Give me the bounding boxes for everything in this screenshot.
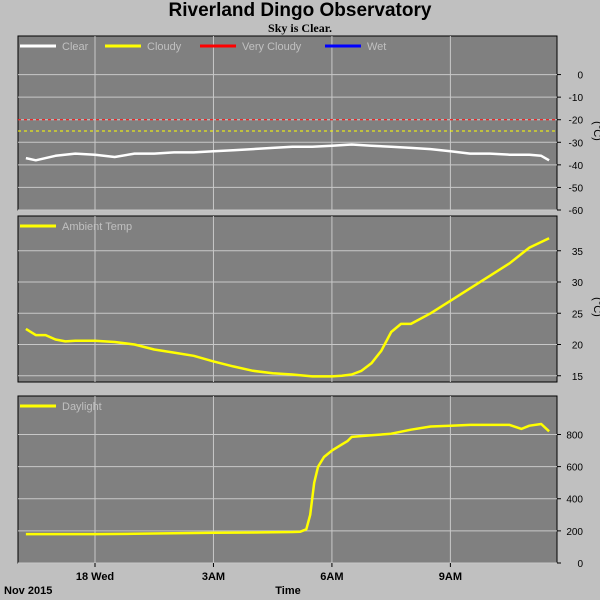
y-tick-label: 30 [572,278,584,289]
legend-label: Very Cloudy [242,41,302,53]
legend-label: Daylight [62,401,102,413]
y-tick-label: 25 [572,309,584,320]
y-tick-label: 0 [577,71,583,82]
x-tick-label: 18 Wed [76,571,114,583]
plot-area [17,35,558,211]
x-date-label: Nov 2015 [4,585,52,597]
series-line [25,143,550,162]
legend-label: Cloudy [147,41,182,53]
y-tick-label: 400 [566,495,583,506]
x-tick-label: 6AM [320,571,343,583]
y-tick-label: -20 [569,116,584,127]
y-tick-label: 35 [572,247,584,258]
y-tick-label: 20 [572,341,584,352]
y-tick-label: 600 [566,463,583,474]
y-tick-label: 0 [577,559,583,570]
plot-area [17,395,558,564]
series-line [25,422,550,536]
sky-temperature-panel: 0 -10 -20 -30 -40 -50 -60 (°C) Clear Cloudy Very C… [17,35,600,217]
y-tick-label: -30 [569,138,584,149]
y-tick-label: 200 [566,527,583,538]
y-tick-label: 15 [572,372,584,383]
legend-label: Ambient Temp [62,221,132,233]
daylight-panel: 800 600 400 200 0 Daylight [17,395,583,570]
y-tick-label: -60 [569,206,584,217]
plot-area [17,215,558,383]
ambient-temperature-panel: 35 30 25 20 15 (°C) Ambient Temp [17,215,600,383]
series-line [25,237,550,378]
y-axis-label: (°C) [591,297,600,317]
y-tick-label: -50 [569,183,584,194]
y-axis-label: (°C) [591,121,600,141]
x-tick-label: 3AM [202,571,225,583]
y-tick-label: 800 [566,430,583,441]
x-axis-title: Time [275,585,300,597]
y-tick-label: -40 [569,161,584,172]
sky-status: Sky is Clear. [268,21,332,35]
legend-label: Wet [367,41,386,53]
x-tick-label: 9AM [439,571,462,583]
page-title: Riverland Dingo Observatory [168,0,432,21]
legend-label: Clear [62,41,89,53]
y-tick-label: -10 [569,93,584,104]
